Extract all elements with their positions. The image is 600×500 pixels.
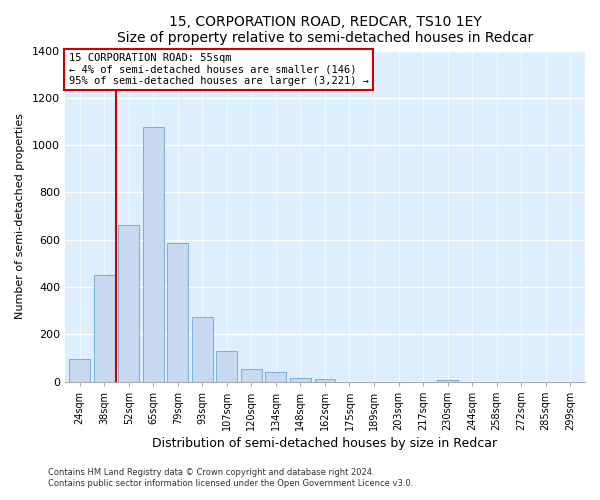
Bar (167, 243, 188, 382)
Bar (314, 378, 335, 382)
Bar (192, 316, 213, 382)
Title: 15, CORPORATION ROAD, REDCAR, TS10 1EY
Size of property relative to semi-detache: 15, CORPORATION ROAD, REDCAR, TS10 1EY S… (117, 15, 533, 45)
Bar (69, 359, 90, 382)
Text: 15 CORPORATION ROAD: 55sqm
← 4% of semi-detached houses are smaller (146)
95% of: 15 CORPORATION ROAD: 55sqm ← 4% of semi-… (68, 53, 368, 86)
Bar (143, 128, 164, 382)
Y-axis label: Number of semi-detached properties: Number of semi-detached properties (15, 113, 25, 319)
Bar (217, 351, 237, 382)
Bar (290, 378, 311, 382)
Bar (265, 372, 286, 382)
Bar (241, 368, 262, 382)
Bar (94, 275, 115, 382)
Bar (118, 226, 139, 382)
Bar (437, 380, 458, 382)
X-axis label: Distribution of semi-detached houses by size in Redcar: Distribution of semi-detached houses by … (152, 437, 497, 450)
Text: Contains HM Land Registry data © Crown copyright and database right 2024.
Contai: Contains HM Land Registry data © Crown c… (48, 468, 413, 487)
